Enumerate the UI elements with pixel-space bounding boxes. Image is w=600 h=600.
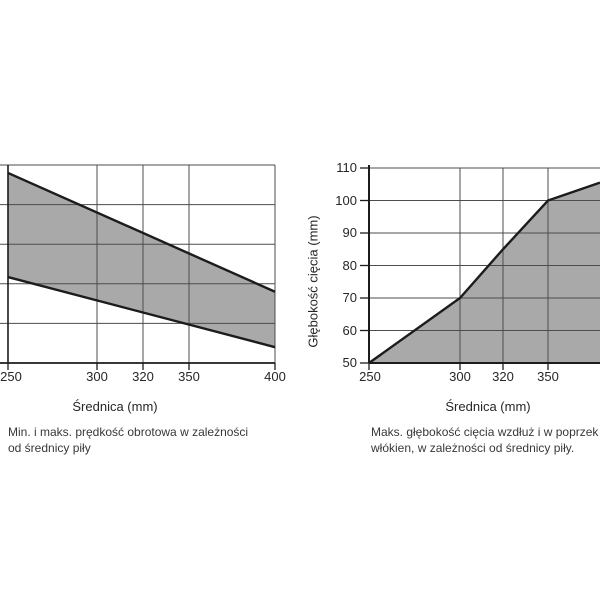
left-x-tick-label-300: 300 (86, 369, 108, 384)
right-y-tick-label-70: 70 (342, 290, 357, 305)
left-x-tick-label-400: 400 (264, 369, 286, 384)
right-y-axis-title: Głębokość cięcia (mm) (305, 215, 321, 348)
cutting-depth-area (369, 182, 600, 363)
left-chart-canvas (0, 164, 276, 370)
left-x-tick-label-320: 320 (132, 369, 154, 384)
left-chart-caption: Min. i maks. prędkość obrotowa w zależno… (8, 424, 308, 456)
right-y-tick-label-100: 100 (335, 192, 357, 208)
right-x-tick-label-250: 250 (359, 369, 381, 384)
right-y-tick-label-110: 110 (336, 160, 357, 175)
right-y-tick-label-50: 50 (342, 355, 357, 370)
right-caption-line1: Maks. głębokość cięcia wzdłuż i w poprze… (371, 425, 599, 439)
right-chart-canvas (360, 165, 600, 370)
right-y-tick-label-80: 80 (342, 257, 357, 273)
min-speed-line (7, 275, 276, 349)
right-chart-caption: Maks. głębokość cięcia wzdłuż i w poprze… (371, 424, 600, 456)
right-x-tick-label-350: 350 (537, 369, 559, 384)
left-x-tick-label-250: 250 (0, 369, 22, 384)
left-x-axis-title: Średnica (mm) (72, 399, 158, 414)
right-x-tick-label-300: 300 (449, 369, 471, 384)
max-speed-line (7, 171, 276, 293)
right-x-tick-label-320: 320 (492, 369, 514, 384)
left-x-tick-label-350: 350 (178, 369, 200, 384)
cutting-depth-line (368, 181, 600, 364)
right-y-tick-label-90: 90 (342, 225, 357, 240)
left-caption-line2: od średnicy piły (8, 441, 91, 455)
speed-band-area (8, 172, 275, 348)
right-y-tick-label-60: 60 (342, 322, 357, 338)
right-caption-line2: włókien, w zależności od średnicy piły. (371, 441, 575, 455)
left-caption-line1: Min. i maks. prędkość obrotowa w zależno… (8, 425, 249, 439)
right-x-axis-title: Średnica (mm) (445, 399, 531, 414)
